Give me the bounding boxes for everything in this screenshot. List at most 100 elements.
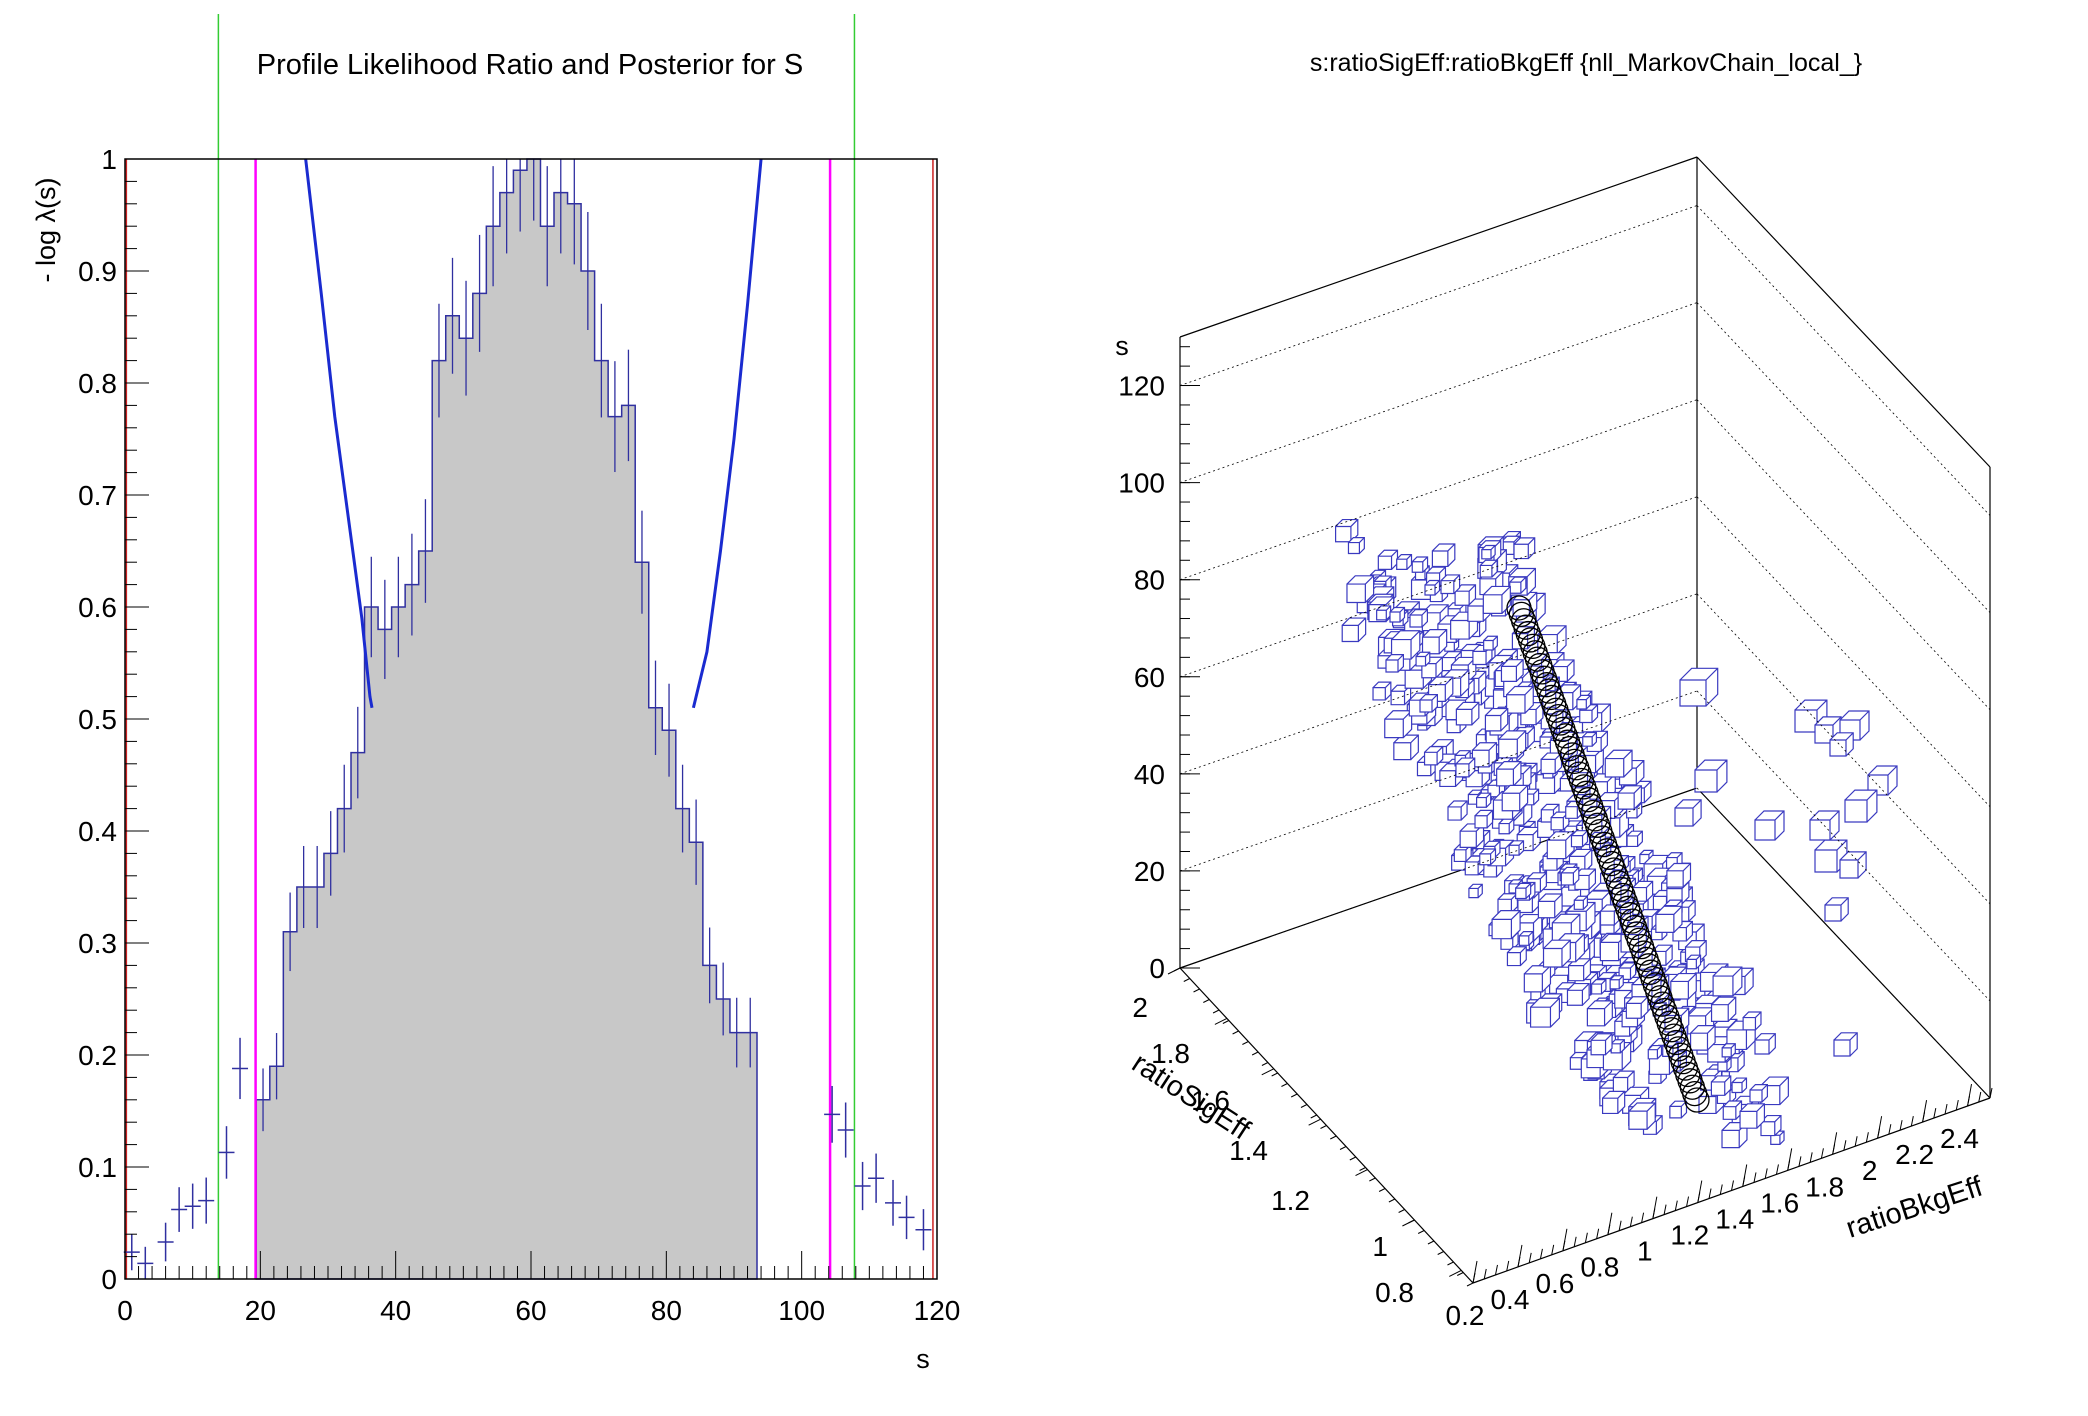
mcmc-box	[1529, 997, 1561, 1028]
mcmc-box	[1483, 635, 1498, 651]
sig-tick	[1449, 1269, 1462, 1277]
mcmc-box	[1591, 979, 1607, 995]
left-plot-title: Profile Likelihood Ratio and Posterior f…	[257, 49, 803, 81]
mcmc-box	[1625, 996, 1649, 1019]
bkg-minor-tick	[1865, 1132, 1869, 1143]
grid-line-left	[1179, 787, 1698, 969]
bkg-tick-label: 1.8	[1805, 1171, 1844, 1202]
interval-lines	[125, 14, 934, 1279]
sig-tick	[1308, 1118, 1321, 1126]
mcmc-box	[1341, 617, 1367, 643]
mcmc-box	[1515, 882, 1532, 900]
mcmc-box	[1760, 1114, 1782, 1137]
s-tick-label: 0	[1149, 953, 1165, 984]
mcmc-box	[1754, 1033, 1776, 1055]
histogram-error-bars	[262, 159, 751, 1132]
bkg-minor-tick	[1686, 1196, 1690, 1207]
mcmc-box	[1498, 818, 1515, 835]
sig-minor-tick	[1320, 1125, 1327, 1129]
sig-tick-label: 1	[1372, 1231, 1388, 1262]
mcmc-box	[1500, 659, 1524, 682]
bkg-minor-tick	[1539, 1248, 1543, 1259]
mcmc-box	[1612, 1070, 1635, 1093]
y-tick-label: 0.5	[78, 704, 117, 735]
bkg-tick-label: 2.2	[1895, 1139, 1934, 1170]
bkg-minor-tick	[1832, 1144, 1836, 1155]
sig-minor-tick	[1242, 1041, 1249, 1045]
mcmc-box	[1372, 681, 1392, 701]
mcmc-boxes	[1335, 518, 1898, 1149]
bkg-minor-tick	[1618, 1220, 1622, 1231]
bkg-minor-tick	[1697, 1192, 1701, 1203]
sig-minor-tick	[1427, 1240, 1435, 1245]
bkg-tick-label: 2	[1862, 1155, 1878, 1186]
bkg-minor-tick	[1989, 1087, 1993, 1099]
mcmc-box	[1496, 761, 1522, 787]
mcmc-box	[1694, 759, 1728, 793]
bkg-minor-tick	[1517, 1256, 1521, 1268]
mcmc-box	[1601, 1090, 1626, 1115]
mcmc-box	[1686, 954, 1702, 970]
mcmc-box	[1384, 710, 1413, 739]
grid-line-left	[1179, 690, 1698, 872]
mcmc-box	[1839, 851, 1867, 879]
bkg-minor-tick	[1573, 1236, 1577, 1247]
s-tick-label: 20	[1134, 856, 1165, 887]
grid-line-right	[1696, 593, 1991, 905]
mcmc-box	[1497, 892, 1519, 914]
ratiosigeff-axis-label: ratioSigEff	[1126, 1047, 1256, 1147]
mcmc-box	[1518, 931, 1534, 946]
bkg-minor-tick	[1528, 1252, 1532, 1263]
bkg-minor-tick	[1731, 1180, 1734, 1191]
mcmc-box	[1474, 809, 1494, 829]
grid-line-right	[1696, 690, 1991, 1002]
mcmc-box	[1566, 982, 1590, 1006]
grid-line-left	[1179, 496, 1698, 678]
top-back-left	[1179, 156, 1698, 338]
mcmc-box	[1573, 895, 1588, 910]
mcmc-box	[1582, 731, 1598, 747]
sig-tick	[1261, 1068, 1274, 1076]
bkg-minor-tick	[1933, 1108, 1937, 1119]
mcmc-box	[1710, 996, 1737, 1022]
bkg-minor-tick	[1551, 1244, 1555, 1255]
x-tick-label: 40	[380, 1295, 411, 1326]
bkg-minor-tick	[1764, 1168, 1768, 1179]
mcmc-box	[1628, 1102, 1656, 1130]
mcmc-box	[1537, 893, 1563, 919]
bkg-tick-label: 0.4	[1490, 1284, 1529, 1315]
y-tick-label: 0.4	[78, 816, 117, 847]
mcmc-box	[1722, 1100, 1743, 1120]
bkg-minor-tick	[1978, 1091, 1982, 1103]
sig-minor-tick	[1232, 1030, 1239, 1035]
bkg-minor-tick	[1775, 1164, 1779, 1175]
bkg-minor-tick	[1854, 1136, 1858, 1147]
mcmc-box	[1824, 897, 1849, 922]
bkg-minor-tick	[1708, 1188, 1712, 1199]
grid-line-right	[1696, 205, 1991, 516]
sig-minor-tick	[1408, 1219, 1415, 1224]
bkg-minor-tick	[1955, 1099, 1959, 1111]
mcmc-box	[1479, 848, 1497, 866]
mcmc-box	[1491, 910, 1521, 940]
left-plot: Profile Likelihood Ratio and Posterior f…	[31, 14, 960, 1374]
sig-tick	[1214, 1017, 1228, 1025]
bkg-minor-tick	[1820, 1148, 1824, 1159]
mcmc-box	[1670, 972, 1697, 1000]
mcmc-box	[1567, 958, 1592, 982]
mcmc-box	[1509, 576, 1527, 594]
s-tick-label: 100	[1118, 468, 1165, 499]
mcmc-box	[1829, 732, 1854, 757]
mcmc-box	[1546, 831, 1575, 860]
mcmc-box	[1721, 1043, 1736, 1058]
mcmc-box	[1551, 659, 1575, 682]
sig-tick-label: 0.8	[1375, 1277, 1414, 1308]
mcmc-box	[1468, 883, 1483, 899]
mcmc-box	[1542, 939, 1571, 968]
sig-minor-tick	[1261, 1062, 1269, 1066]
bkg-minor-tick	[1787, 1160, 1791, 1171]
left-x-axis-label: s	[916, 1344, 930, 1374]
mcmc-box	[1647, 1044, 1663, 1060]
sig-minor-tick	[1281, 1083, 1288, 1087]
mcmc-box	[1617, 785, 1642, 810]
